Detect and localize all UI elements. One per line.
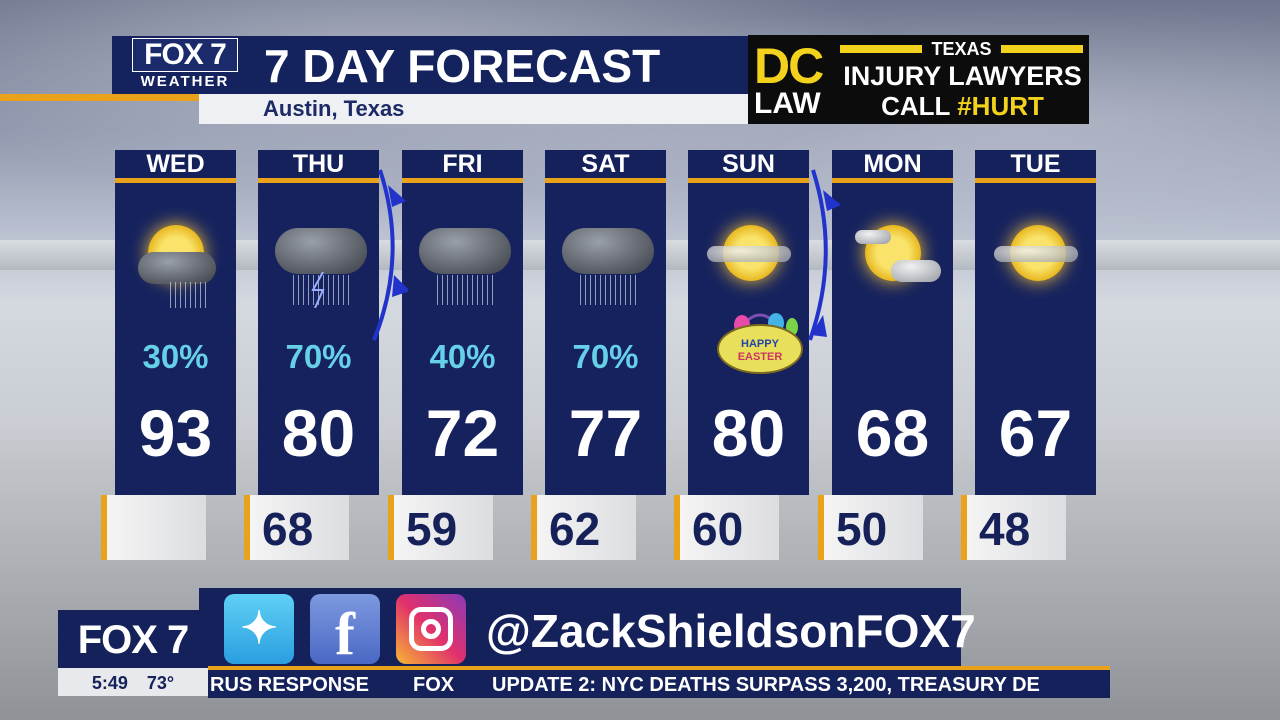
cloud-icon (855, 230, 891, 244)
day-label: FRI (402, 150, 523, 178)
location-bar (199, 94, 748, 124)
svg-text:EASTER: EASTER (738, 351, 783, 363)
hazy-sun-icon (990, 220, 1085, 310)
ticker-accent (208, 666, 1110, 670)
rain-icon (560, 220, 655, 310)
fox7-weather-logo: FOX 7 WEATHER (130, 38, 240, 94)
rain-icon (437, 275, 497, 305)
day-label: MON (832, 150, 953, 178)
twitter-icon[interactable]: ✦ (224, 594, 294, 664)
ticker-fox-logo: FOX (413, 674, 455, 696)
forecast-day-mon: MON 68 (832, 150, 953, 495)
day-accent (688, 178, 809, 183)
cloud-icon (275, 228, 367, 274)
low-temp: 62 (531, 495, 636, 560)
high-temp: 80 (711, 396, 786, 470)
ticker-headline: UPDATE 2: NYC DEATHS SURPASS 3,200, TREA… (492, 674, 1040, 696)
lightning-icon (311, 272, 325, 308)
sponsor-ad: DC LAW TEXAS INJURY LAWYERS CALL #HURT (748, 35, 1089, 124)
day-accent (115, 178, 236, 183)
low-temp: 48 (961, 495, 1066, 560)
forecast-day-thu: THU 70% 80 (258, 150, 379, 495)
high-temp: 68 (855, 396, 930, 470)
logo-subtext: WEATHER (140, 73, 230, 90)
low-temp: 60 (674, 495, 779, 560)
high-temp: 93 (138, 396, 213, 470)
partly-cloudy-icon (847, 220, 942, 310)
forecast-day-sat: SAT 70% 77 (545, 150, 666, 495)
orange-accent (0, 94, 200, 101)
low-temp (101, 495, 206, 560)
day-accent (545, 178, 666, 183)
haze-icon (707, 246, 791, 262)
facebook-icon[interactable]: f (310, 594, 380, 667)
news-ticker: RUS RESPONSE FOX UPDATE 2: NYC DEATHS SU… (208, 670, 1110, 698)
high-temp: 77 (568, 396, 643, 470)
cloud-icon (419, 228, 511, 274)
day-label: SUN (688, 150, 809, 178)
time: 5:49 (91, 673, 128, 693)
cloud-icon (891, 260, 941, 282)
logo-text: FOX 7 (132, 38, 238, 72)
time-temp: 5:49 73° (58, 668, 208, 696)
ad-call: CALL #HURT (840, 91, 1085, 122)
cloud-icon (138, 252, 216, 284)
page-title: 7 DAY FORECAST (264, 40, 661, 92)
ad-hashtag: #HURT (957, 91, 1044, 121)
forecast-day-wed: WED 30% 93 (115, 150, 236, 495)
thunderstorm-icon (273, 220, 368, 310)
precip-chance: 40% (429, 338, 496, 375)
ad-dc: DC (754, 38, 824, 94)
station-bug: FOX 7 (58, 610, 208, 668)
ad-line: INJURY LAWYERS (843, 61, 1082, 91)
high-temp: 67 (998, 396, 1073, 470)
rain-icon (170, 282, 210, 308)
precip-chance: 30% (142, 338, 209, 375)
day-label: WED (115, 150, 236, 178)
low-temp: 50 (818, 495, 923, 560)
hazy-sun-icon (703, 220, 798, 310)
easter-egg-basket-icon: HAPPY EASTER (717, 313, 803, 374)
day-label: SAT (545, 150, 666, 178)
ticker-text-left: RUS RESPONSE (210, 674, 369, 696)
ad-law: LAW (754, 87, 821, 120)
day-accent (402, 178, 523, 183)
instagram-icon[interactable] (396, 594, 466, 664)
svg-text:HAPPY: HAPPY (741, 338, 780, 350)
cloud-icon (562, 228, 654, 274)
low-temp: 68 (244, 495, 349, 560)
social-handle[interactable]: @ZackShieldsonFOX7 (486, 605, 976, 657)
cold-front-icon (808, 169, 841, 341)
low-temp: 59 (388, 495, 493, 560)
rain-icon (580, 275, 640, 305)
cold-front-icon (372, 169, 408, 341)
high-temp: 80 (281, 396, 356, 470)
precip-chance: 70% (285, 338, 352, 375)
ad-state: TEXAS (840, 39, 1083, 60)
forecast-day-tue: TUE 67 (975, 150, 1096, 495)
day-accent (258, 178, 379, 183)
forecast-day-fri: FRI 40% 72 (402, 150, 523, 495)
day-label: THU (258, 150, 379, 178)
precip-chance: 70% (572, 338, 639, 375)
day-label: TUE (975, 150, 1096, 178)
current-temp: 73° (146, 673, 175, 693)
ad-call-text: CALL (881, 91, 950, 121)
rain-icon (417, 220, 512, 310)
high-temp: 72 (425, 396, 500, 470)
day-accent (975, 178, 1096, 183)
partly-cloudy-showers-icon (130, 220, 225, 310)
location: Austin, Texas (263, 96, 405, 121)
day-accent (832, 178, 953, 183)
haze-icon (994, 246, 1078, 262)
